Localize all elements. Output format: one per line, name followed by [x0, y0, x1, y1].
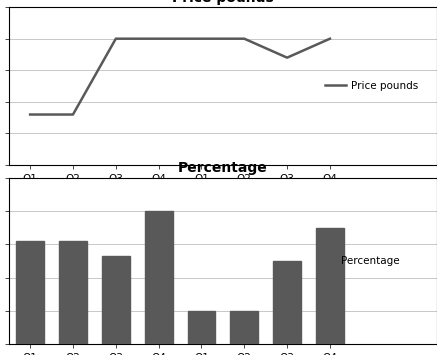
Price pounds — [156, 37, 161, 41]
Bar — [16, 241, 44, 344]
Bar — [102, 256, 130, 344]
Bar — [145, 211, 173, 344]
Price pounds — [28, 113, 33, 117]
Price pounds — [284, 55, 290, 60]
Bar — [59, 241, 87, 344]
Legend: Price pounds: Price pounds — [323, 78, 422, 94]
Bar — [187, 311, 215, 344]
Price pounds — [113, 37, 118, 41]
Price pounds — [199, 37, 204, 41]
Bar — [230, 311, 258, 344]
Title: Percentage: Percentage — [178, 161, 268, 175]
Price pounds — [327, 37, 333, 41]
Title: Price pounds: Price pounds — [172, 0, 274, 5]
Price pounds — [70, 113, 76, 117]
Bar — [316, 228, 344, 344]
Price pounds — [242, 37, 247, 41]
Bar — [273, 261, 301, 344]
Line: Price pounds: Price pounds — [30, 39, 330, 115]
Legend: Percentage: Percentage — [323, 253, 403, 269]
